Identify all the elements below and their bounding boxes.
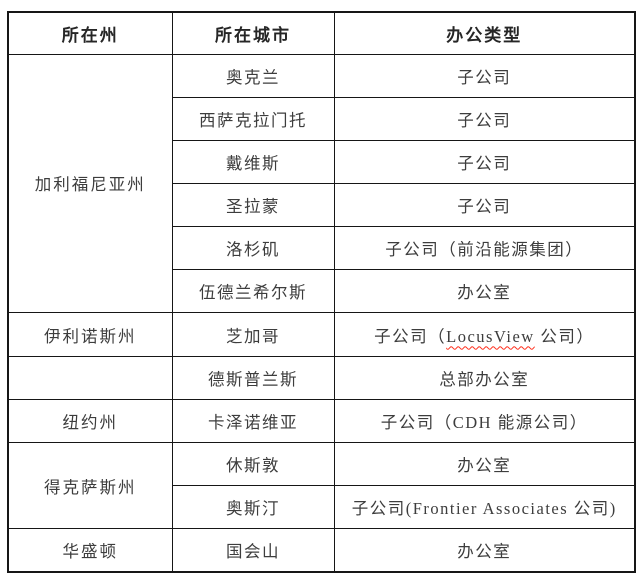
table-body: 加利福尼亚州 奥克兰 子公司 西萨克拉门托 子公司 戴维斯 子公司 圣拉蒙 子公司 洛杉矶 子公司（… xyxy=(7,53,636,573)
table-row: 伊利诺斯州 芝加哥 子公司（LocusView 公司） xyxy=(7,312,636,357)
office-type-cell: 子公司 xyxy=(333,53,636,98)
city-cell: 奥克兰 xyxy=(171,53,335,98)
state-cell: 得克萨斯州 xyxy=(7,441,173,530)
table-row: 奥斯汀 子公司(Frontier Associates 公司) xyxy=(8,485,636,530)
city-cell: 芝加哥 xyxy=(171,312,335,357)
state-cell: 伊利诺斯州 xyxy=(7,312,173,357)
table-row: 加利福尼亚州 奥克兰 子公司 xyxy=(7,53,636,314)
state-cell xyxy=(7,355,173,400)
city-cell: 奥斯汀 xyxy=(171,485,335,530)
spellcheck-underlined-text: LocusView xyxy=(446,326,535,346)
table-row: 华盛顿 国会山 办公室 xyxy=(7,528,636,573)
table-row: 纽约州 卡泽诺维亚 子公司（CDH 能源公司） xyxy=(7,398,636,443)
city-cell: 德斯普兰斯 xyxy=(171,355,335,400)
city-cell: 卡泽诺维亚 xyxy=(171,398,335,443)
office-type-cell: 子公司 xyxy=(333,182,636,228)
header-state: 所在州 xyxy=(7,11,173,55)
office-type-cell: 子公司 xyxy=(333,96,636,141)
office-type-cell: 办公室 xyxy=(333,269,636,314)
city-cell: 洛杉矶 xyxy=(171,226,335,271)
city-cell: 西萨克拉门托 xyxy=(171,96,335,141)
office-type-cell: 总部办公室 xyxy=(333,355,636,400)
city-cell: 国会山 xyxy=(171,528,335,573)
table-row: 戴维斯 子公司 xyxy=(8,139,636,184)
header-row: 所在州 所在城市 办公类型 xyxy=(7,11,636,55)
table-row: 西萨克拉门托 子公司 xyxy=(8,96,636,141)
office-type-cell: 子公司（前沿能源集团） xyxy=(333,226,636,271)
state-cell: 加利福尼亚州 xyxy=(7,53,173,314)
city-cell: 戴维斯 xyxy=(171,139,335,184)
office-locations-table: 所在州 所在城市 办公类型 加利福尼亚州 奥克兰 子公司 西萨克拉门托 子公司 戴维斯 子公… xyxy=(7,11,636,573)
office-type-cell: 办公室 xyxy=(333,441,636,487)
office-type-cell: 子公司（LocusView 公司） xyxy=(333,312,636,357)
city-cell: 圣拉蒙 xyxy=(171,182,335,228)
office-type-cell: 子公司(Frontier Associates 公司) xyxy=(333,485,636,530)
table-row: 得克萨斯州 休斯敦 办公室 xyxy=(7,441,636,530)
office-type-cell: 子公司 xyxy=(333,139,636,184)
city-cell: 伍德兰希尔斯 xyxy=(171,269,335,314)
header-city: 所在城市 xyxy=(171,11,335,55)
office-type-cell: 办公室 xyxy=(333,528,636,573)
state-cell: 华盛顿 xyxy=(7,528,173,573)
table-row: 德斯普兰斯 总部办公室 xyxy=(7,355,636,400)
table-row: 洛杉矶 子公司（前沿能源集团） xyxy=(8,226,636,271)
city-cell: 休斯敦 xyxy=(171,441,335,487)
office-type-cell: 子公司（CDH 能源公司） xyxy=(333,398,636,443)
table-row: 伍德兰希尔斯 办公室 xyxy=(8,269,636,314)
table-row: 圣拉蒙 子公司 xyxy=(8,182,636,228)
header-office-type: 办公类型 xyxy=(333,11,636,55)
state-cell: 纽约州 xyxy=(7,398,173,443)
